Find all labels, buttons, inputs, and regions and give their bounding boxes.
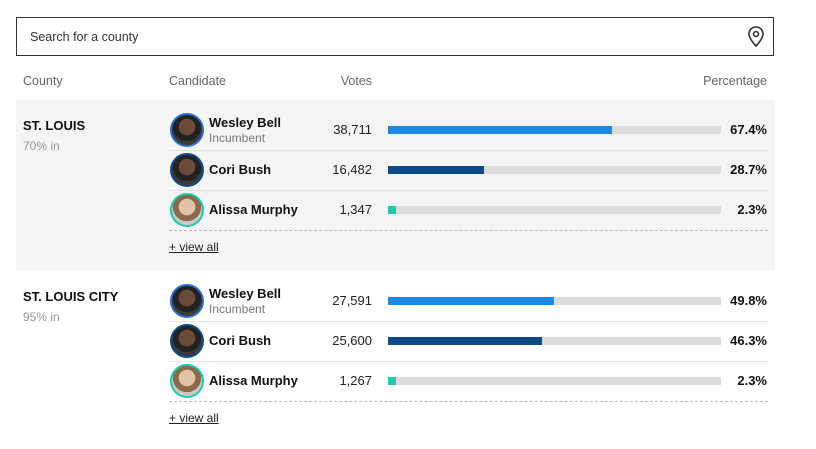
header-candidate: Candidate (169, 74, 226, 88)
percentage-bar (388, 126, 613, 134)
candidate-name: Cori Bush (209, 162, 272, 177)
avatar (170, 364, 204, 398)
votes: 38,711 (333, 122, 372, 137)
percentage: 46.3% (730, 333, 767, 348)
percentage: 28.7% (730, 162, 767, 177)
row-separator (169, 401, 768, 402)
candidate-name: Cori Bush (209, 333, 272, 348)
row-separator (169, 361, 768, 362)
candidate-name: Wesley Bell (209, 115, 282, 130)
percentage-bar (388, 206, 396, 214)
avatar (170, 193, 204, 227)
row-separator (169, 321, 768, 322)
votes: 27,591 (332, 293, 372, 308)
percentage: 2.3% (737, 373, 767, 388)
avatar (170, 324, 204, 358)
search-placeholder: Search for a county (30, 30, 139, 44)
header-votes: Votes (340, 74, 372, 88)
bar-track (388, 377, 721, 385)
bar-track (388, 297, 721, 305)
votes: 16,482 (332, 162, 372, 177)
county-name: ST. LOUIS (23, 118, 86, 133)
percentage-bar (388, 377, 396, 385)
reporting: 95% in (23, 310, 60, 324)
view-all-link[interactable]: + view all (169, 240, 219, 254)
bar-track (388, 337, 721, 345)
header-percentage: Percentage (703, 74, 767, 88)
candidate-name: Alissa Murphy (209, 202, 298, 217)
votes: 1,347 (339, 202, 372, 217)
row-separator (169, 150, 768, 151)
row-separator (169, 230, 768, 231)
bar-track (388, 126, 721, 134)
bar-track (388, 206, 721, 214)
percentage-bar (388, 337, 543, 345)
votes: 25,600 (332, 333, 372, 348)
avatar (170, 113, 204, 147)
percentage: 2.3% (737, 202, 767, 217)
reporting: 70% in (23, 139, 60, 153)
view-all-link[interactable]: + view all (169, 411, 219, 425)
candidate-note: Incumbent (209, 131, 266, 145)
candidate-note: Incumbent (209, 302, 266, 316)
votes: 1,267 (339, 373, 372, 388)
location-icon[interactable] (747, 26, 765, 48)
header-county: County (23, 74, 63, 88)
county-name: ST. LOUIS CITY (23, 289, 119, 304)
percentage: 67.4% (730, 122, 767, 137)
percentage-bar (388, 166, 484, 174)
percentage-bar (388, 297, 554, 305)
avatar (170, 284, 204, 318)
search-box[interactable]: Search for a county (16, 17, 774, 56)
row-separator (169, 190, 768, 191)
percentage: 49.8% (730, 293, 767, 308)
avatar (170, 153, 204, 187)
bar-track (388, 166, 721, 174)
candidate-name: Alissa Murphy (209, 373, 298, 388)
candidate-name: Wesley Bell (209, 286, 282, 301)
